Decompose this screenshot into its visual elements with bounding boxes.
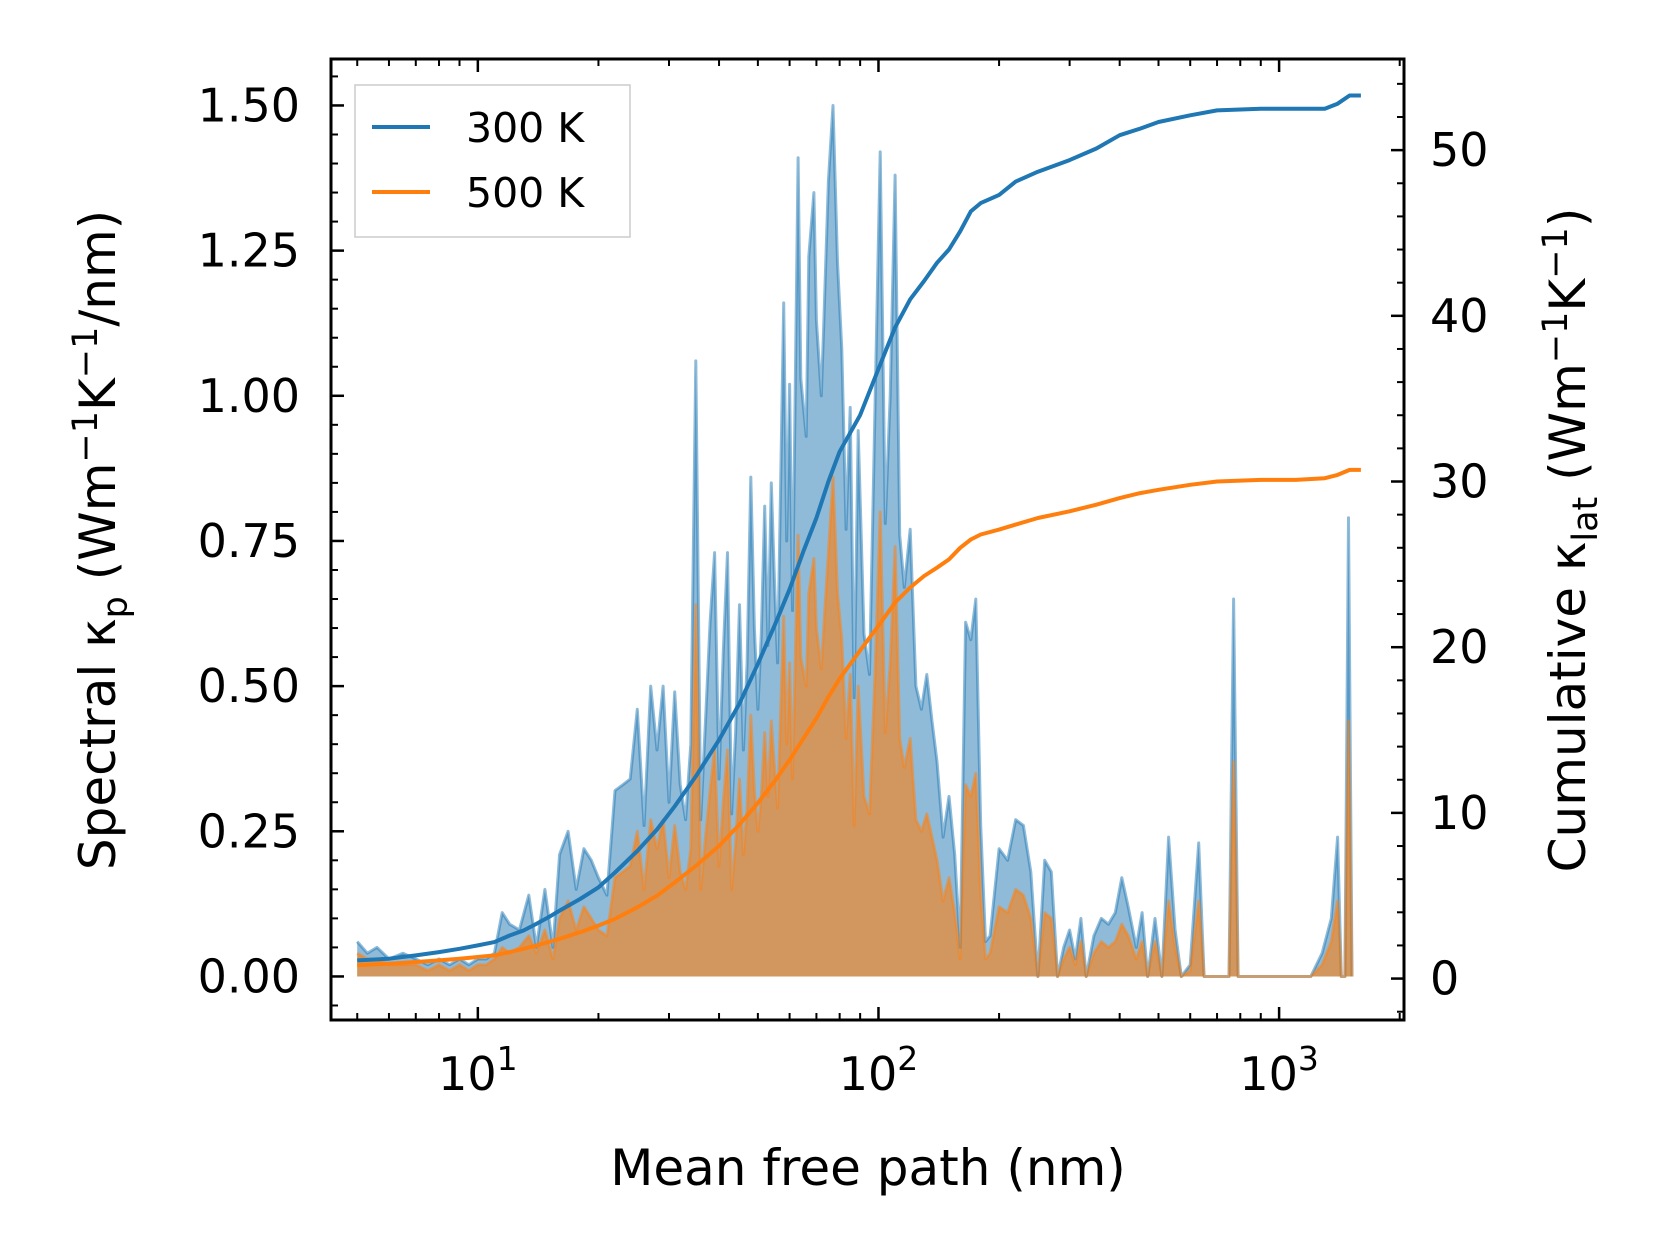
y-right-tick-label: 30 — [1430, 455, 1489, 509]
legend-label-300k: 300 K — [466, 104, 585, 152]
y-axis-right: 0 10 20 30 40 50 — [1391, 82, 1489, 1013]
y-right-tick-label: 10 — [1430, 786, 1489, 840]
legend-label-500k: 500 K — [466, 169, 585, 217]
legend-box — [354, 84, 631, 238]
y-right-tick-label: 20 — [1430, 620, 1489, 674]
y-left-tick-label: 1.25 — [198, 224, 300, 278]
y-axis-left-label: Spectral κp (Wm−1K−1/nm) — [66, 210, 136, 870]
legend: 300 K 500 K — [354, 84, 631, 238]
y-left-tick-label: 0.50 — [198, 659, 300, 713]
y-right-tick-label: 50 — [1430, 123, 1489, 177]
x-tick-label: 101 — [438, 1039, 518, 1101]
cumulative-line-300k — [357, 93, 1361, 963]
y-left-tick-label: 1.50 — [198, 78, 300, 132]
y-left-tick-label: 0.25 — [198, 804, 300, 858]
cumulative-lines — [357, 93, 1361, 968]
x-axis: 101 102 103 — [356, 59, 1401, 1101]
x-tick-label: 102 — [839, 1039, 919, 1101]
y-left-tick-label: 0.00 — [198, 949, 300, 1003]
spectral-fill-500k — [357, 477, 1352, 977]
x-tick-label: 103 — [1239, 1039, 1319, 1101]
y-left-tick-label: 1.00 — [198, 369, 300, 423]
y-left-tick-label: 0.75 — [198, 514, 300, 568]
cumulative-line-500k — [357, 467, 1361, 968]
spectral-line-300k — [356, 104, 1354, 978]
y-right-tick-label: 0 — [1430, 952, 1459, 1006]
x-axis-label: Mean free path (nm) — [610, 1139, 1126, 1197]
y-axis-left: 0.00 0.25 0.50 0.75 1.00 1.25 1.50 — [198, 75, 344, 1007]
y-right-tick-label: 40 — [1430, 289, 1489, 343]
plot-frame — [329, 57, 1406, 1022]
y-axis-right-label: Cumulative κlat (Wm−1K−1) — [1536, 208, 1606, 873]
